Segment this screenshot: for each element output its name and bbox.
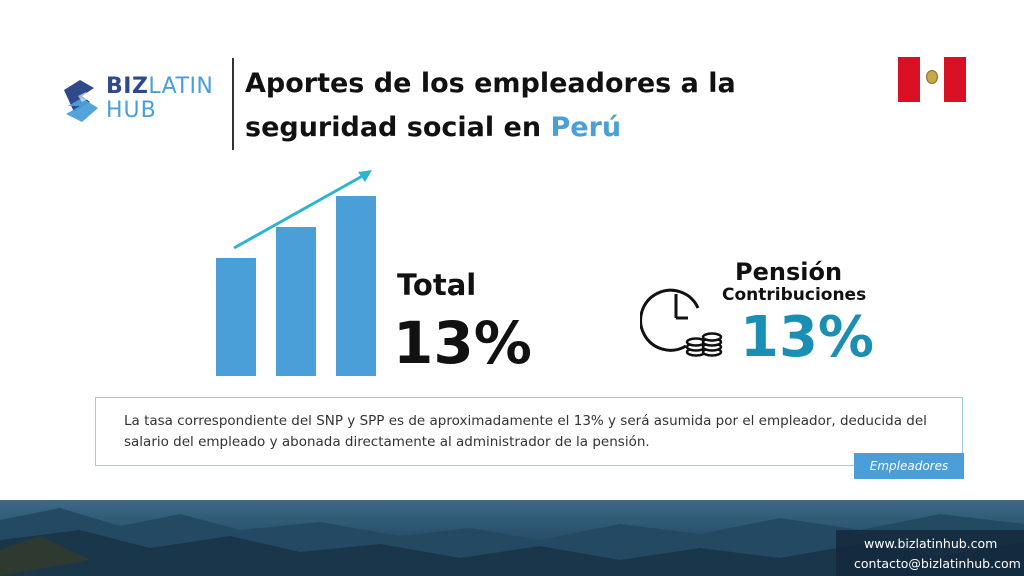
flag-stripe-right: [944, 57, 966, 102]
total-label: Total: [397, 268, 477, 302]
title-line-1: Aportes de los empleadores a la: [245, 68, 736, 99]
logo-wordmark-top: BIZLATIN: [106, 74, 213, 100]
header-divider: [232, 58, 234, 150]
page-title: Aportes de los empleadores a la segurida…: [245, 62, 805, 150]
contact-box: www.bizlatinhub.com contacto@bizlatinhub…: [836, 530, 1024, 576]
info-box: La tasa correspondiente del SNP y SPP es…: [95, 397, 963, 466]
flag-peru-icon: [898, 57, 966, 102]
website-link[interactable]: www.bizlatinhub.com: [864, 536, 998, 551]
growth-bar-2: [276, 227, 316, 376]
brand-logo[interactable]: BIZLATIN HUB: [60, 74, 230, 130]
mountain-landscape-image: [0, 508, 1024, 576]
title-line-2-prefix: seguridad social en: [245, 112, 551, 143]
title-country: Perú: [550, 112, 622, 143]
flag-stripe-center: [920, 57, 944, 102]
logo-hub-text: HUB: [106, 98, 157, 123]
clock-icon: [640, 288, 723, 357]
title-line-2: seguridad social en Perú: [245, 106, 805, 150]
logo-biz-text: BIZ: [106, 74, 149, 99]
coins-icon: [685, 332, 723, 357]
email-link[interactable]: contacto@bizlatinhub.com: [854, 556, 1021, 571]
pension-title: Pensión: [735, 258, 843, 286]
flag-stripe-left: [898, 57, 920, 102]
info-text: La tasa correspondiente del SNP y SPP es…: [124, 413, 927, 450]
logo-mark-icon: [64, 80, 98, 122]
pension-subtitle: Contribuciones: [722, 285, 867, 305]
trend-arrow-icon: [233, 170, 372, 250]
trend-bars-icon: [216, 170, 376, 376]
total-value: 13%: [393, 309, 532, 377]
info-tag-badge: Empleadores: [854, 453, 964, 479]
growth-bar-3: [336, 196, 376, 376]
pension-value: 13%: [740, 305, 875, 370]
growth-bar-1: [216, 258, 256, 376]
flag-crest-icon: [926, 70, 938, 84]
logo-latin-text: LATIN: [148, 74, 214, 99]
